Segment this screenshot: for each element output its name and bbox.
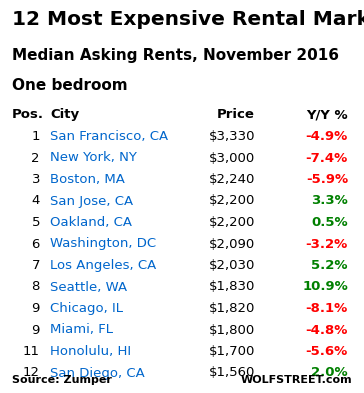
Text: Seattle, WA: Seattle, WA [50,281,127,294]
Text: 2.0%: 2.0% [311,367,348,380]
Text: -7.4%: -7.4% [306,151,348,165]
Text: $2,200: $2,200 [209,195,255,208]
Text: 12: 12 [23,367,40,380]
Text: 10.9%: 10.9% [302,281,348,294]
Text: 3.3%: 3.3% [311,195,348,208]
Text: $2,240: $2,240 [209,173,255,186]
Text: 7: 7 [32,259,40,272]
Text: $3,330: $3,330 [209,130,255,143]
Text: $1,700: $1,700 [209,345,255,358]
Text: Washington, DC: Washington, DC [50,237,156,250]
Text: 11: 11 [23,345,40,358]
Text: Pos.: Pos. [12,108,44,121]
Text: Oakland, CA: Oakland, CA [50,216,132,229]
Text: One bedroom: One bedroom [12,78,128,93]
Text: $1,800: $1,800 [209,323,255,336]
Text: City: City [50,108,79,121]
Text: $2,030: $2,030 [209,259,255,272]
Text: $1,820: $1,820 [209,302,255,315]
Text: Source: Zumper: Source: Zumper [12,375,112,385]
Text: $2,200: $2,200 [209,216,255,229]
Text: -5.9%: -5.9% [306,173,348,186]
Text: Boston, MA: Boston, MA [50,173,125,186]
Text: 3: 3 [32,173,40,186]
Text: -4.9%: -4.9% [306,130,348,143]
Text: 5.2%: 5.2% [312,259,348,272]
Text: 5: 5 [32,216,40,229]
Text: Price: Price [217,108,255,121]
Text: 4: 4 [32,195,40,208]
Text: 6: 6 [32,237,40,250]
Text: -8.1%: -8.1% [306,302,348,315]
Text: 12 Most Expensive Rental Markets: 12 Most Expensive Rental Markets [12,10,364,29]
Text: Honolulu, HI: Honolulu, HI [50,345,131,358]
Text: Miami, FL: Miami, FL [50,323,113,336]
Text: $2,090: $2,090 [209,237,255,250]
Text: -5.6%: -5.6% [306,345,348,358]
Text: -4.8%: -4.8% [306,323,348,336]
Text: New York, NY: New York, NY [50,151,137,165]
Text: 9: 9 [32,323,40,336]
Text: $3,000: $3,000 [209,151,255,165]
Text: San Diego, CA: San Diego, CA [50,367,145,380]
Text: 1: 1 [32,130,40,143]
Text: -3.2%: -3.2% [306,237,348,250]
Text: 2: 2 [32,151,40,165]
Text: Median Asking Rents, November 2016: Median Asking Rents, November 2016 [12,48,339,63]
Text: 9: 9 [32,302,40,315]
Text: Los Angeles, CA: Los Angeles, CA [50,259,156,272]
Text: Y/Y %: Y/Y % [306,108,348,121]
Text: San Jose, CA: San Jose, CA [50,195,133,208]
Text: $1,560: $1,560 [209,367,255,380]
Text: San Francisco, CA: San Francisco, CA [50,130,168,143]
Text: WOLFSTREET.com: WOLFSTREET.com [240,375,352,385]
Text: Chicago, IL: Chicago, IL [50,302,123,315]
Text: 8: 8 [32,281,40,294]
Text: $1,830: $1,830 [209,281,255,294]
Text: 0.5%: 0.5% [311,216,348,229]
